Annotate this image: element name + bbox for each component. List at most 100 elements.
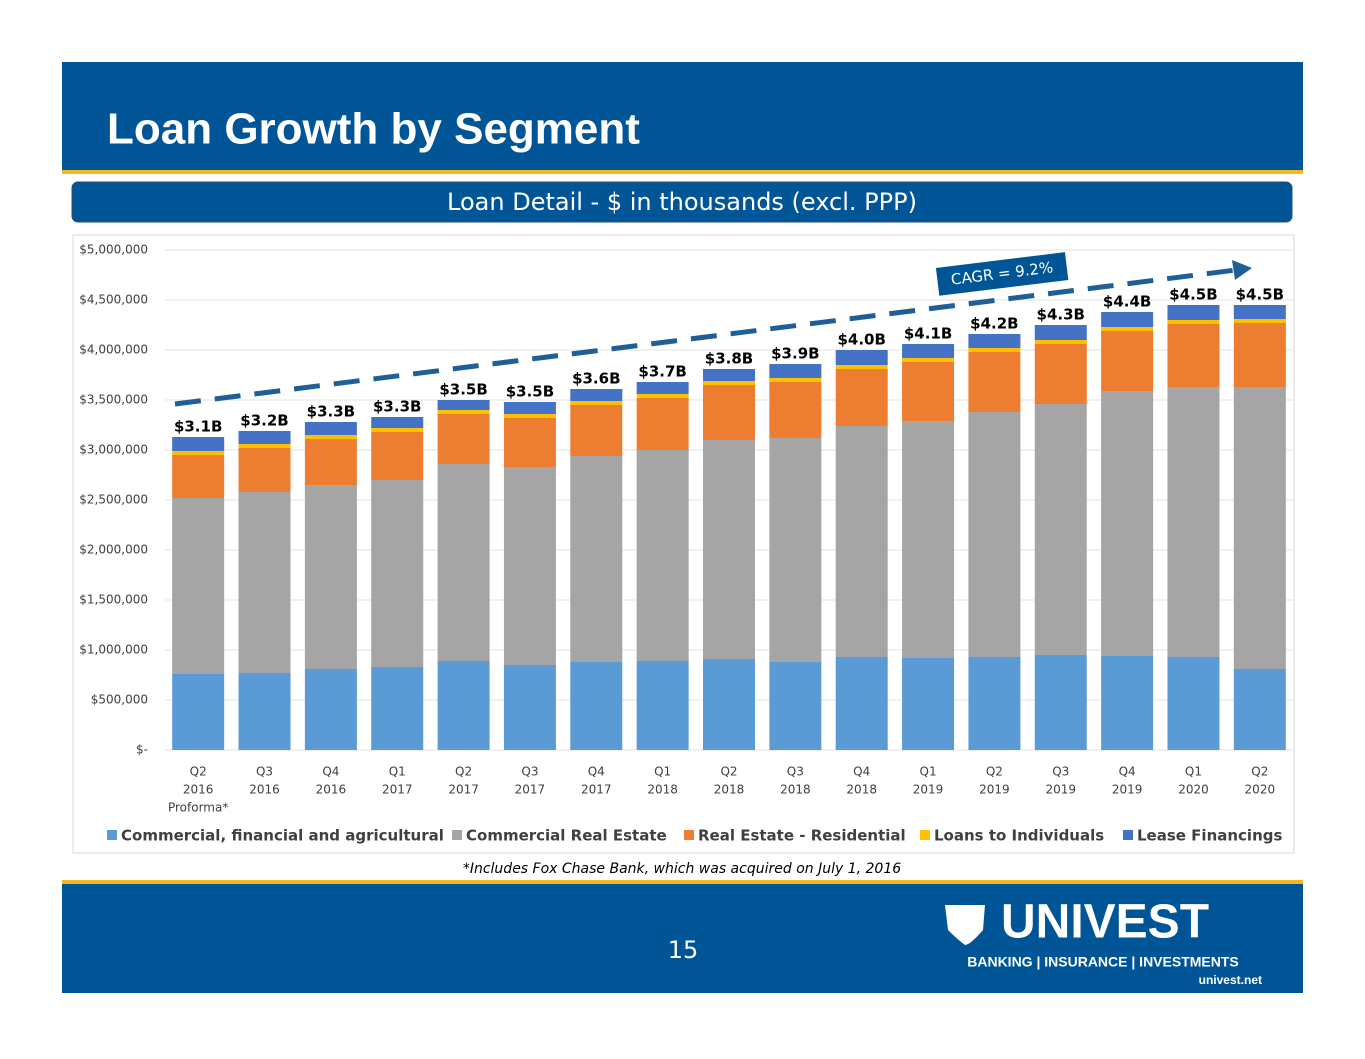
x-tick-label: Q1: [389, 765, 406, 779]
x-tick-label: 2018: [846, 783, 877, 797]
bar-segment: [769, 364, 822, 378]
x-tick-label: 2017: [448, 783, 479, 797]
bar-segment: [968, 334, 1021, 348]
bar-segment: [1101, 312, 1154, 327]
legend-swatch: [452, 830, 462, 840]
bar-segment: [835, 369, 888, 426]
x-tick-label: Q1: [920, 765, 937, 779]
bar-segment: [304, 435, 357, 439]
total-label: $3.3B: [307, 403, 355, 421]
cagr-bg: [935, 252, 1069, 296]
x-tick-label: 2019: [979, 783, 1010, 797]
title: Loan Growth by Segment: [107, 105, 640, 154]
x-tick-label: 2019: [1112, 783, 1143, 797]
bar-segment: [1034, 404, 1087, 655]
bar-segment: [968, 352, 1021, 412]
y-tick-label: $3,000,000: [79, 443, 148, 457]
bar-segment: [769, 378, 822, 382]
x-tick-label: Q3: [256, 765, 273, 779]
footer-rule: [62, 880, 1303, 884]
bar-segment: [238, 444, 291, 448]
bar-segment: [1167, 320, 1220, 324]
bar-segment: [902, 421, 955, 658]
bar-segment: [703, 381, 755, 385]
y-tick-label: $1,000,000: [79, 643, 148, 657]
total-label: $3.1B: [174, 418, 222, 436]
bar-segment: [636, 394, 689, 398]
x-tick-label: Q4: [322, 765, 339, 779]
subtitle-box: [71, 181, 1293, 223]
chart: $- $500,000 $1,000,000 $1,500,000 $2,000,000…: [79, 243, 1293, 845]
bar-segment: [238, 448, 291, 492]
bar-segment: [835, 350, 888, 365]
bar-segment: [1101, 391, 1154, 656]
footnote: *Includes Fox Chase Bank, which was acqu…: [463, 861, 901, 877]
x-tick-label: Q2: [190, 765, 207, 779]
bar-segment: [769, 662, 822, 750]
bar-segment: [503, 467, 556, 665]
x-tick-label: 2017: [581, 783, 612, 797]
legend-label: Commercial, financial and agricultural: [121, 827, 444, 845]
header-band: [62, 62, 1303, 172]
bar-segment: [371, 432, 424, 480]
x-tick-label: Q2: [455, 765, 472, 779]
total-label: $4.3B: [1037, 306, 1085, 324]
bar-segment: [503, 665, 556, 750]
x-tick-label: Q1: [654, 765, 671, 779]
bar-segment: [437, 410, 490, 414]
legend-swatch: [107, 830, 117, 840]
y-tick-label: $5,000,000: [79, 243, 148, 257]
bar-segment: [172, 455, 225, 498]
bar-segment: [1101, 327, 1154, 331]
bar-segment: [835, 657, 888, 750]
bar-segment: [968, 657, 1021, 750]
x-tick-label: 2018: [780, 783, 811, 797]
legend-swatch: [1123, 830, 1133, 840]
x-tick-label: 2017: [515, 783, 546, 797]
total-label: $4.4B: [1103, 293, 1151, 311]
y-tick-label: $-: [136, 743, 148, 757]
bar-segment: [570, 401, 623, 405]
total-label: $4.5B: [1169, 286, 1217, 304]
total-label: $3.7B: [638, 363, 686, 381]
bar-segment: [570, 456, 623, 662]
subtitle: Loan Detail - $ in thousands (excl. PPP): [447, 188, 917, 216]
y-tick-label: $2,500,000: [79, 493, 148, 507]
x-tick-label: 2020: [1178, 783, 1209, 797]
bar-segment: [769, 382, 822, 438]
bar-segment: [1167, 387, 1220, 657]
legend-label: Real Estate - Residential: [698, 827, 906, 845]
bar-segment: [570, 405, 623, 456]
bar-segment: [636, 661, 689, 750]
bar-segment: [238, 673, 291, 750]
bar-segment: [503, 402, 556, 414]
logo-shield: [945, 905, 985, 945]
legend-swatch: [684, 830, 694, 840]
x-tick-label: Q2: [720, 765, 737, 779]
logo-name: UNIVEST: [1001, 896, 1209, 949]
total-label: $3.3B: [373, 398, 421, 416]
x-tick-label: 2018: [714, 783, 745, 797]
x-tick-label: Q3: [521, 765, 538, 779]
bar-segment: [1167, 305, 1220, 320]
bar-segment: [1101, 656, 1154, 750]
x-note: Proforma*: [168, 801, 228, 815]
bar-segment: [1101, 331, 1154, 391]
bar-segment: [371, 480, 424, 667]
bar-segment: [1233, 319, 1286, 323]
y-tick-label: $3,500,000: [79, 393, 148, 407]
bar-segment: [172, 498, 225, 674]
bar-segment: [902, 362, 955, 421]
x-tick-label: Q4: [853, 765, 870, 779]
y-tick-label: $1,500,000: [79, 593, 148, 607]
bar-segment: [371, 417, 424, 428]
bar-segment: [703, 385, 755, 440]
logo-tagline: BANKING | INSURANCE | INVESTMENTS: [967, 954, 1239, 970]
x-tick-label: 2016: [249, 783, 280, 797]
x-tick-label: 2016: [183, 783, 214, 797]
bar-segment: [902, 358, 955, 362]
bar-segment: [1233, 387, 1286, 669]
bar-segment: [902, 658, 955, 750]
y-tick-label: $4,000,000: [79, 343, 148, 357]
